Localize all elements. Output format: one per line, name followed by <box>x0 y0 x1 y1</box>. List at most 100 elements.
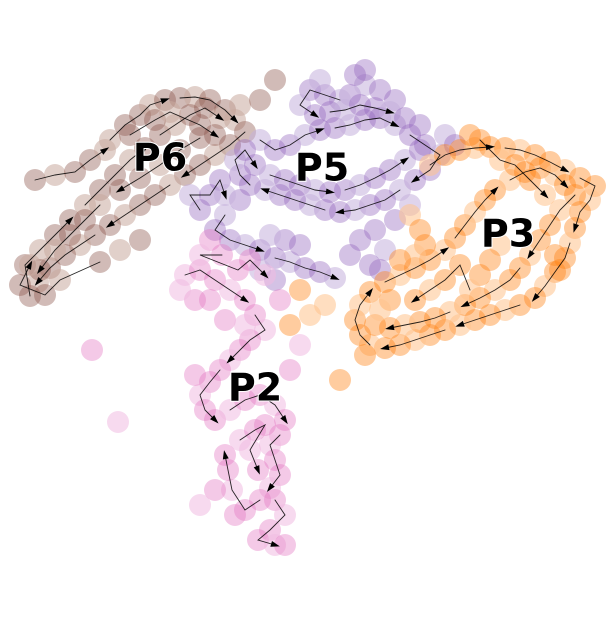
cell-point <box>269 289 291 311</box>
streamline-arrow <box>335 208 345 215</box>
streamline-arrow <box>410 295 420 303</box>
cell-point <box>264 69 286 91</box>
streamline-arrow <box>260 188 270 195</box>
cell-point <box>81 339 103 361</box>
cell-point <box>374 239 396 261</box>
velocity-streamline <box>229 394 286 421</box>
streamline-arrow <box>140 144 149 153</box>
cluster-label-p3: P3 <box>481 212 535 256</box>
velocity-streamline <box>24 219 71 297</box>
cell-point <box>349 229 371 251</box>
velocity-streamline <box>84 147 146 206</box>
velocity-streamline <box>234 149 256 186</box>
streamline-arrow <box>390 120 400 128</box>
velocity-streamline <box>184 269 246 301</box>
velocity-streamline <box>224 454 261 511</box>
velocity-streamline <box>109 99 166 141</box>
cell-point <box>274 534 296 556</box>
cell-point <box>409 114 431 136</box>
velocity-streamline <box>37 234 96 283</box>
streamline-arrow <box>400 157 410 165</box>
streamline-arrow <box>160 98 170 105</box>
cell-point <box>354 344 376 366</box>
velocity-streamline <box>119 137 201 191</box>
cell-point <box>309 69 331 91</box>
cell-point <box>329 369 351 391</box>
velocity-streamline <box>384 329 446 349</box>
streamline-arrow <box>100 147 110 155</box>
velocity-streamline <box>239 423 267 471</box>
streamline-arrow <box>540 190 549 199</box>
streamline-arrow <box>253 465 260 475</box>
streamline-arrow <box>385 108 395 114</box>
velocity-streamline <box>509 167 566 186</box>
streamline-arrow <box>266 483 275 492</box>
velocity-streamline <box>429 146 491 166</box>
cluster-labels-layer: P6 P5 P3 P2 <box>132 135 536 411</box>
streamline-arrow <box>226 355 235 364</box>
velocity-streamline <box>384 249 446 283</box>
cell-point <box>364 219 386 241</box>
velocity-streamline <box>534 242 571 299</box>
cell-point <box>289 234 311 256</box>
streamline-arrow <box>220 190 227 200</box>
cell-point <box>299 304 321 326</box>
cell-point <box>259 224 281 246</box>
streamline-arrow <box>410 175 420 183</box>
velocity-streamline <box>19 261 101 296</box>
velocity-streamline <box>529 194 576 256</box>
velocity-streamline <box>354 291 371 346</box>
velocity-streamline <box>459 304 521 326</box>
cell-point <box>359 254 381 276</box>
cell-point <box>224 504 246 526</box>
velocity-streamline <box>229 314 266 361</box>
streamline-arrow <box>485 144 495 151</box>
cell-point <box>369 79 391 101</box>
streamline-arrow <box>531 293 540 302</box>
streamline-arrow <box>315 128 325 135</box>
velocity-streamline <box>454 189 496 239</box>
streamline-arrow <box>385 324 395 331</box>
velocity-streamline <box>329 104 391 113</box>
velocity-streamline <box>184 131 246 176</box>
velocity-streamline <box>189 178 226 211</box>
streamline-arrow <box>222 450 229 460</box>
cell-point <box>399 204 421 226</box>
velocity-streamline <box>334 117 396 129</box>
velocity-streamline <box>464 267 521 306</box>
streamline-arrow <box>460 300 470 308</box>
streamline-arrow <box>380 344 390 351</box>
streamline-arrow <box>573 223 580 233</box>
cell-point <box>354 74 376 96</box>
cluster-label-p2: P2 <box>228 366 282 410</box>
cell-point <box>479 249 501 271</box>
cell-point <box>204 479 226 501</box>
streamline-arrow <box>440 247 450 255</box>
streamline-arrow <box>37 265 45 274</box>
cell-point <box>279 359 301 381</box>
streamline-arrow <box>230 115 239 124</box>
velocity-streamline <box>199 369 221 421</box>
streamline-arrow <box>25 260 33 270</box>
cell-point <box>389 249 411 271</box>
velocity-streamline <box>214 214 261 251</box>
velocity-streamline <box>269 174 331 193</box>
streamline-arrow <box>560 180 569 189</box>
cluster-label-p5: P5 <box>295 146 349 190</box>
cell-point <box>129 229 151 251</box>
velocity-streamline <box>339 189 401 213</box>
streamline-arrow <box>365 288 374 297</box>
velocity-streamline <box>409 134 441 181</box>
cell-point <box>369 259 391 281</box>
streamline-arrow <box>270 540 280 547</box>
streamline-arrow <box>280 415 288 425</box>
streamline-arrow <box>330 273 340 280</box>
velocity-streamline <box>257 499 286 546</box>
velocity-streamline <box>39 204 101 271</box>
velocity-streamline <box>264 189 326 211</box>
streamline-arrow <box>215 113 225 121</box>
cell-point <box>169 279 191 301</box>
cell-point <box>434 124 456 146</box>
velocity-streamline <box>299 89 341 116</box>
